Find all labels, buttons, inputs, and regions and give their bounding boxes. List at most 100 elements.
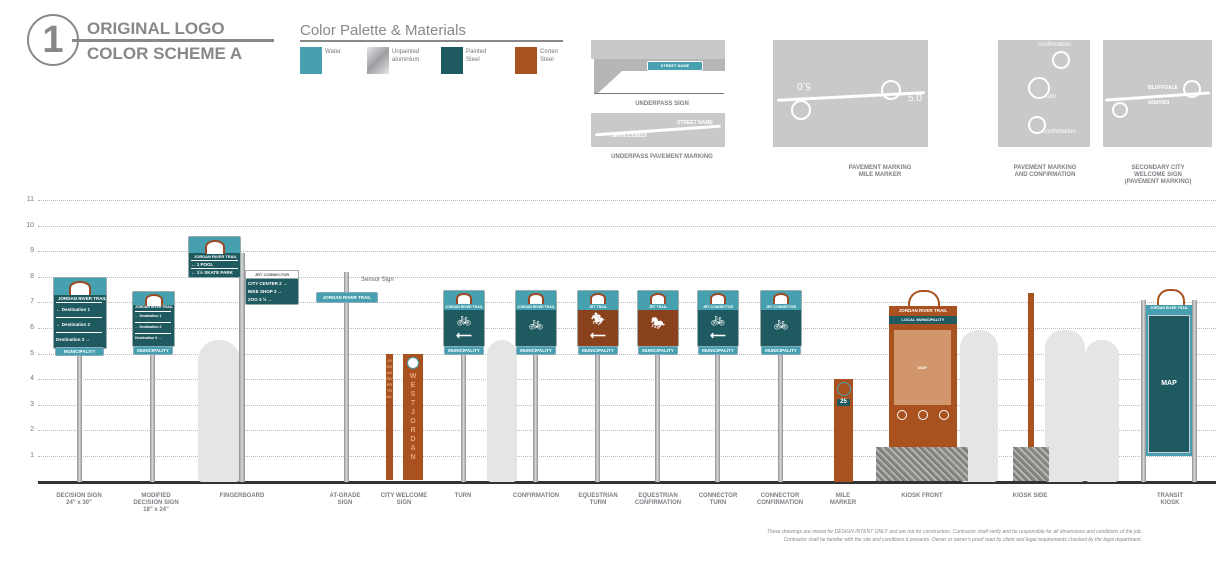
kiosk-side <box>1028 293 1034 447</box>
confirmation-post <box>533 354 538 482</box>
sign-type-label: EQUESTRIAN CONFIRMATION <box>635 493 681 507</box>
label-line: CONNECTOR <box>760 493 800 499</box>
fingerboard-trail-panel: JORDAN RIVER TRAIL ← 1 POOL ← 1½ SKATE PA… <box>188 236 241 278</box>
label-line: DECISION SIGN <box>56 493 102 499</box>
grid-line <box>38 302 1216 304</box>
transit-kiosk-panel: JORDAN RIVER TRAIL MAP <box>1146 305 1192 456</box>
sign-header <box>761 291 801 305</box>
connector-turn-post <box>715 354 720 482</box>
scale-tick-label: 7 <box>30 298 34 306</box>
destination-row: Destination 3 → <box>135 333 171 343</box>
modified-sign-post <box>150 354 155 482</box>
kiosk-stone-base <box>876 447 968 481</box>
transit-map: MAP <box>1148 315 1190 453</box>
palette-swatch <box>300 47 322 74</box>
palette-label: Corten <box>540 49 559 55</box>
underpass-sign-panel: STREET NAME <box>591 40 725 98</box>
palette-label: Water <box>325 49 341 55</box>
connector-turn-sign: JRT CONNECTOR 🚲 ⟵ <box>697 290 739 347</box>
grid-line <box>38 200 1216 201</box>
label-line: CONNECTOR <box>698 493 738 499</box>
label-line: TURN <box>589 500 607 506</box>
scale-tick-label: 9 <box>30 247 34 255</box>
sign-title: JRT CONNECTOR <box>698 305 738 310</box>
connector-row: ZOO 3 ½ → <box>248 297 273 302</box>
label-line: CONFIRMATION <box>512 493 560 499</box>
sign-header <box>578 291 618 305</box>
decision-sign: JORDAN RIVER TRAIL ← Destination 1 ← Dest… <box>53 277 107 349</box>
header-subtitle: COLOR SCHEME A <box>87 44 243 63</box>
transit-logo-arch <box>1157 289 1185 306</box>
street-name-sign: STREET NAME <box>647 61 703 71</box>
header-title: ORIGINAL LOGO <box>87 19 225 38</box>
destination-row: ← Destination 1 <box>135 311 171 321</box>
scale-tick-label: 11 <box>26 196 34 203</box>
sign-title: JRT TRAIL <box>638 305 678 310</box>
label-line: TURN <box>454 493 472 499</box>
fingerboard-post <box>239 253 245 482</box>
bicycle-icon: 🚲 <box>456 312 472 326</box>
label-line: KIOSK SIDE <box>1012 493 1048 499</box>
kiosk-logo-arch <box>908 290 940 309</box>
label-line: KIOSK <box>1160 500 1180 506</box>
kiosk-map: MAP <box>894 330 951 405</box>
trail-logo <box>528 293 544 304</box>
sign-header <box>516 291 556 305</box>
label-line: SIGN <box>396 500 412 506</box>
sign-title: JORDAN RIVER TRAIL <box>444 305 484 310</box>
transit-kiosk-left-pole <box>1141 300 1146 482</box>
label-line: MODIFIED <box>141 493 171 499</box>
mile-marker-marking-panel: 5.0 5.0 <box>773 40 928 147</box>
palette-swatch <box>367 47 389 74</box>
sign-type-label: DECISION SIGN 24" x 30" <box>56 493 101 507</box>
trail-logo <box>710 293 726 304</box>
turn-post <box>461 354 466 482</box>
sensor-sign-callout: Sensor Sign <box>361 277 394 283</box>
sign-type-label: CONNECTOR CONFIRMATION <box>757 493 803 507</box>
sign-type-label: CONNECTOR TURN <box>699 493 738 507</box>
at-grade-sign: JORDAN RIVER TRAIL <box>316 292 378 303</box>
bicycle-icon: 🚲 <box>773 316 789 330</box>
connector-row: CITY CENTER 2 → <box>248 281 288 286</box>
city-welcome-city-column: WEST JORDAN <box>403 354 423 480</box>
connector-confirmation-municipality-plate: MUNICIPALITY <box>761 346 801 355</box>
palette-label: Steel <box>466 57 480 63</box>
modified-municipality-plate: MUNICIPALITY <box>133 346 173 355</box>
palette-swatch <box>441 47 463 74</box>
secondary-welcome-panel: BLUFFDALE DRAPER <box>1103 40 1212 147</box>
confirmation-municipality-plate: MUNICIPALITY <box>516 346 556 355</box>
destination-row: ← Destination 1 <box>56 302 102 316</box>
sign-type-label: CITY WELCOME SIGN <box>381 493 428 507</box>
equestrian-confirmation-sign: JRT TRAIL 🐎 <box>637 290 679 347</box>
destination-row: ← Destination 2 <box>135 322 171 332</box>
arrow-left-icon: ⟵ <box>590 330 606 342</box>
scale-tick-label: 6 <box>30 324 34 331</box>
mile-marker-post: 25 <box>834 379 853 482</box>
sign-header <box>444 291 484 305</box>
scale-tick-label: 10 <box>26 221 34 229</box>
label-line: MARKER <box>829 500 857 506</box>
palette-label: Steel <box>540 57 554 63</box>
sign-type-label: TRANSIT KIOSK <box>1157 493 1183 507</box>
trail-logo <box>590 293 606 304</box>
confirmation-sign: JORDAN RIVER TRAIL 🚲 <box>515 290 557 347</box>
equestrian-turn-sign: JRT TRAIL 🏇 ⟵ <box>577 290 619 347</box>
equestrian-confirmation-municipality-plate: MUNICIPALITY <box>638 346 678 355</box>
underpass-sign-label: UNDERPASS SIGN <box>635 101 689 107</box>
at-grade-post <box>344 272 349 482</box>
label-line: EQUESTRIAN <box>578 493 618 499</box>
grid-line <box>38 225 1216 227</box>
transit-kiosk-right-pole <box>1192 300 1197 482</box>
grid-line <box>38 276 1216 278</box>
bicycle-icon: 🚲 <box>710 312 726 326</box>
equestrian-confirmation-post <box>655 354 660 482</box>
design-intent-disclaimer: These drawings are meant for DESIGN INTE… <box>766 529 1142 543</box>
bicycle-icon: 🚲 <box>528 316 544 330</box>
turn-municipality-plate: MUNICIPALITY <box>444 346 484 355</box>
label-line: TRANSIT <box>1157 493 1183 499</box>
sign-type-label: KIOSK FRONT <box>901 493 942 500</box>
scale-tick-label: 1 <box>30 452 34 459</box>
connector-confirmation-post <box>778 354 783 482</box>
person-silhouette <box>1085 340 1119 482</box>
